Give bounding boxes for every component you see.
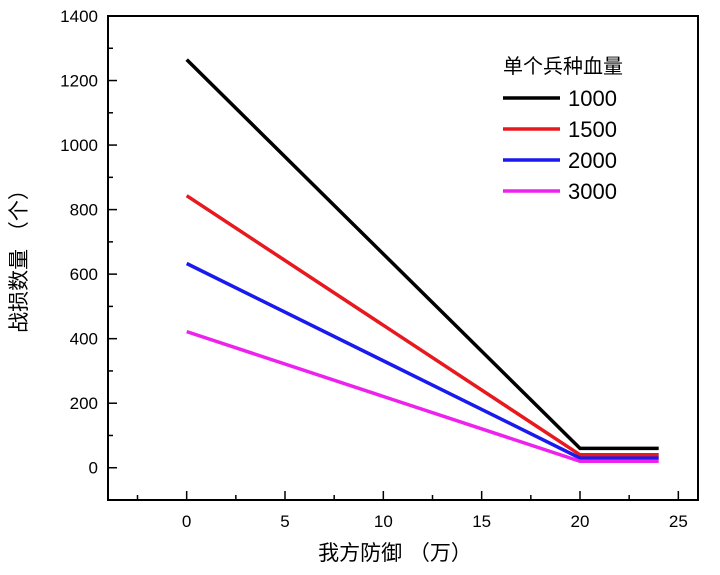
y-tick-label: 200 [70,394,98,413]
y-axis-title: 战损数量 （个） [7,179,31,333]
series-line-3000 [186,329,659,464]
series-lines-group [185,58,659,464]
plot-frame [107,15,699,501]
legend-label-3000: 3000 [568,179,617,204]
x-axis-title: 我方防御 （万） [318,541,472,565]
x-tick-label: 10 [374,512,393,531]
series-line-1500 [185,194,659,457]
legend-title: 单个兵种血量 [503,54,623,78]
y-tick-label: 1200 [60,72,98,91]
y-tick-label: 800 [70,201,98,220]
legend-items: 1000 1500 2000 3000 [503,86,617,204]
series-line-2000 [185,261,659,460]
y-tick-label: 400 [70,330,98,349]
x-tick-label: 25 [669,512,688,531]
y-tick-label: 1000 [60,136,98,155]
x-tick-label: 5 [280,512,289,531]
legend: 单个兵种血量 1000 1500 2000 3000 [503,54,623,204]
legend-label-2000: 2000 [568,148,617,173]
x-tick-label: 15 [472,512,491,531]
tick-labels-group: 0 5 10 15 20 25 0 200 400 600 800 1000 1200 1400 [60,7,688,531]
y-tick-label: 600 [70,265,98,284]
y-tick-label: 1400 [60,7,98,26]
legend-label-1000: 1000 [568,86,617,111]
x-tick-label: 0 [182,512,191,531]
legend-label-1500: 1500 [568,117,617,142]
y-tick-label: 0 [89,459,98,478]
series-line-1000 [185,58,659,451]
x-tick-label: 20 [571,512,590,531]
